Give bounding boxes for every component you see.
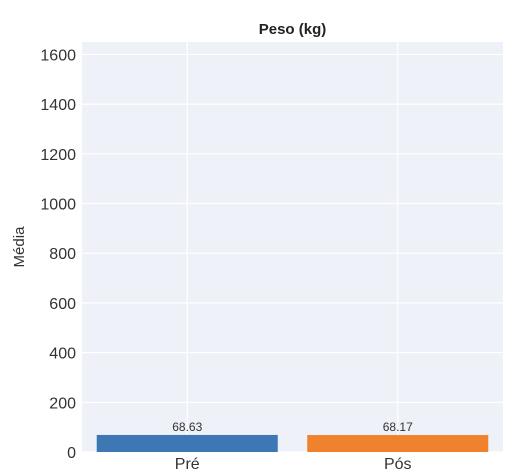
y-tick-label: 600 xyxy=(49,296,76,313)
x-axis-ticks: Pré Pós xyxy=(175,456,412,469)
plot-area xyxy=(82,42,503,452)
bar-2 xyxy=(307,435,489,452)
y-axis-ticks: 0 200 400 600 800 1000 1200 1400 1600 xyxy=(40,47,76,462)
grid-lines xyxy=(82,42,503,453)
bar-value-label: 68.63 xyxy=(172,420,202,434)
y-tick-label: 1000 xyxy=(40,197,76,214)
y-tick-label: 800 xyxy=(49,246,76,263)
value-labels: 68.63 68.17 xyxy=(172,420,413,434)
y-tick-label: 1400 xyxy=(40,97,76,114)
y-axis-label: Média xyxy=(11,226,28,268)
y-tick-label: 200 xyxy=(49,395,76,412)
chart-title: Peso (kg) xyxy=(259,21,327,38)
y-tick-label: 400 xyxy=(49,346,76,363)
x-tick-label: Pós xyxy=(384,456,412,469)
y-tick-label: 0 xyxy=(67,445,76,462)
bar-1 xyxy=(96,434,278,452)
bar-value-label: 68.17 xyxy=(383,420,413,434)
x-tick-label: Pré xyxy=(175,456,200,469)
y-tick-label: 1200 xyxy=(40,147,76,164)
y-tick-label: 1600 xyxy=(40,47,76,64)
bars xyxy=(96,434,489,452)
